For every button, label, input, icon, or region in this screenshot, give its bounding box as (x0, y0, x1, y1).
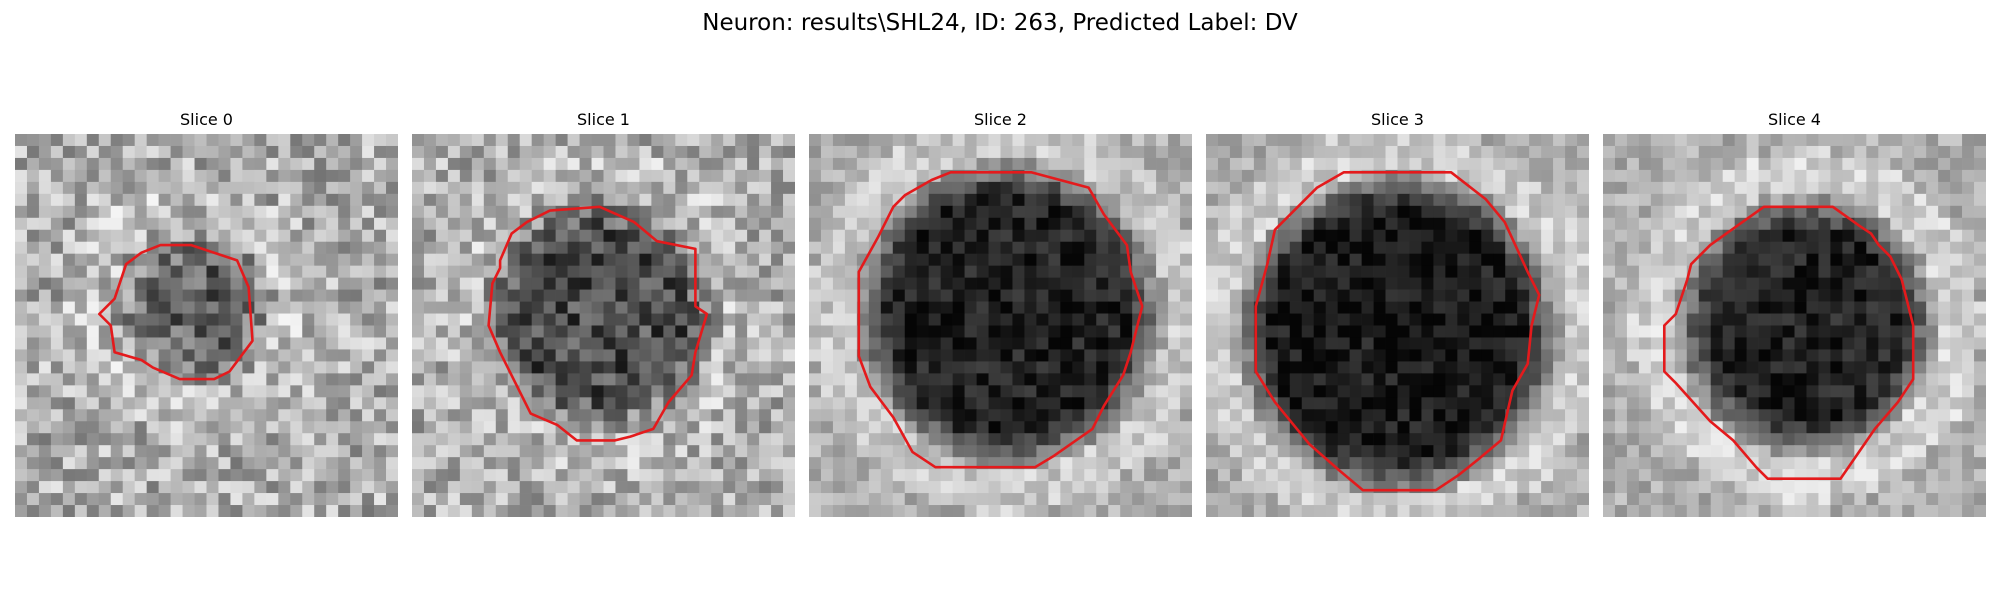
grayscale-pixel-grid (1206, 134, 1589, 517)
slice-image-4 (1603, 134, 1986, 517)
slice-image-1 (412, 134, 795, 517)
neuron-contour (1254, 170, 1541, 492)
slice-image-0 (15, 134, 398, 517)
figure-title: Neuron: results\SHL24, ID: 263, Predicte… (702, 10, 1298, 36)
grayscale-pixel-grid (809, 134, 1192, 517)
slice-image-2 (809, 134, 1192, 517)
neuron-contour (1662, 205, 1915, 481)
neuron-contour (487, 205, 709, 442)
slice-title: Slice 3 (1371, 110, 1424, 129)
grayscale-pixel-grid (15, 134, 398, 517)
slice-title: Slice 1 (577, 110, 630, 129)
grayscale-pixel-grid (412, 134, 795, 517)
slice-image-3 (1206, 134, 1589, 517)
slice-title: Slice 2 (974, 110, 1027, 129)
slice-title: Slice 4 (1768, 110, 1821, 129)
neuron-contour (857, 170, 1144, 469)
grayscale-pixel-grid (1603, 134, 1986, 517)
slice-title: Slice 0 (180, 110, 233, 129)
neuron-contour (98, 243, 254, 381)
